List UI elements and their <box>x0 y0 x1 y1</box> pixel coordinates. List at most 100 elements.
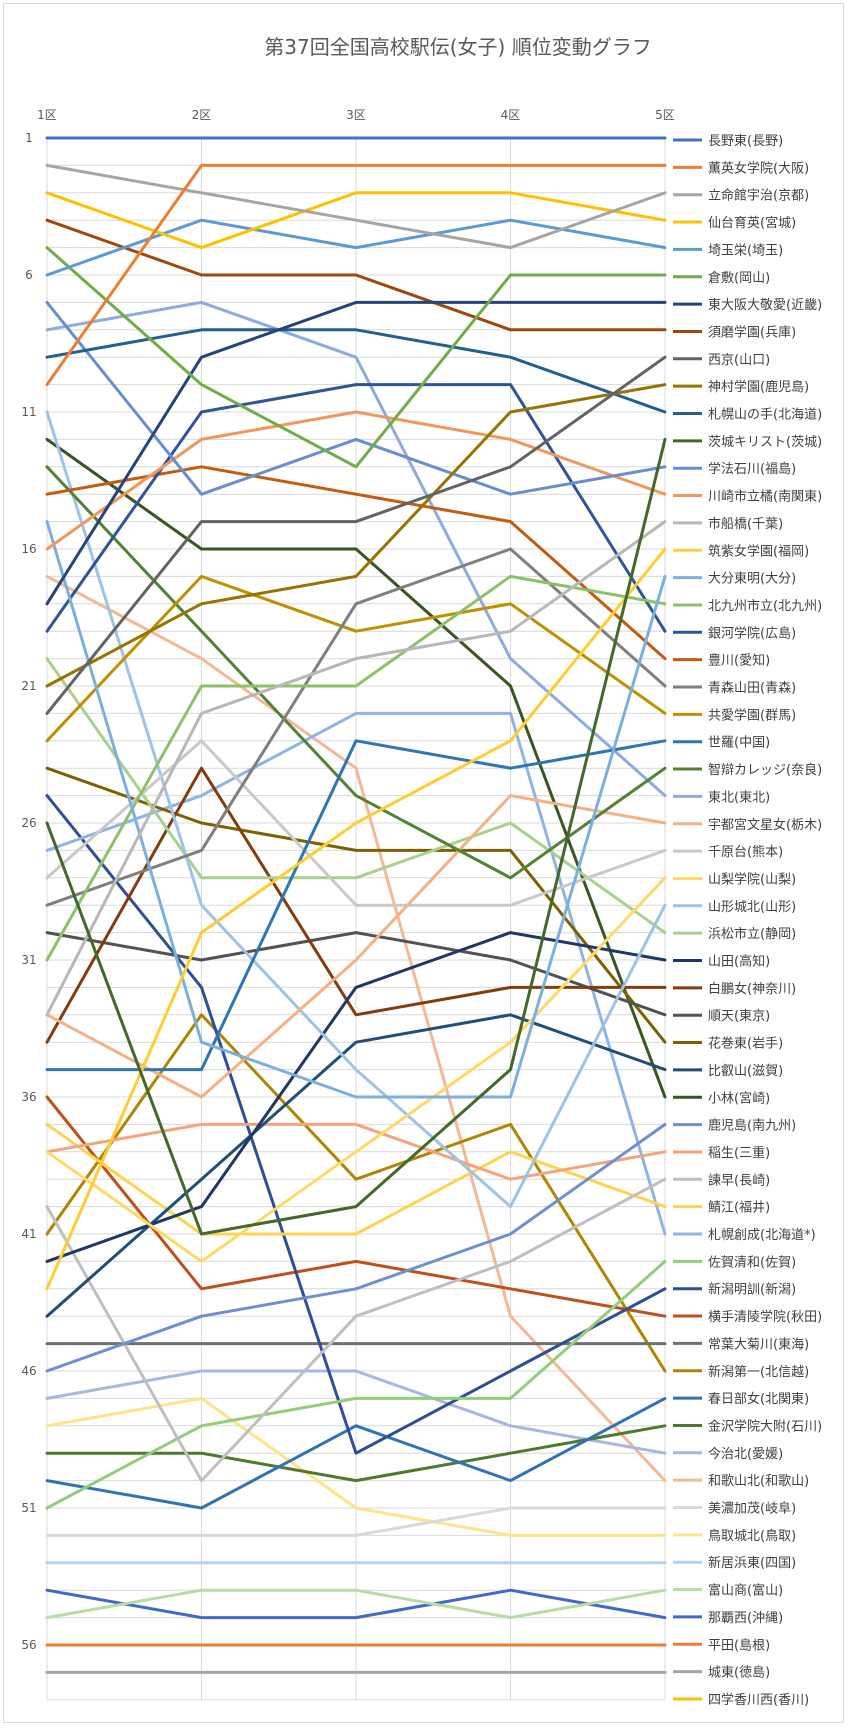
legend-label: 美濃加茂(岐阜) <box>708 1501 796 1517</box>
series-line <box>45 163 667 250</box>
x-tick-label: 1区 <box>37 108 57 122</box>
legend-label: 川崎市立橘(南関東) <box>708 489 822 505</box>
series-line <box>45 163 667 387</box>
legend-label: 城東(徳島) <box>708 1665 770 1681</box>
legend-label: 新潟第一(北信越) <box>708 1364 809 1380</box>
series-line <box>45 410 667 551</box>
legend-label: 倉敷(岡山) <box>708 271 770 286</box>
legend-label: 比叡山(滋賀) <box>708 1064 783 1079</box>
legend-label: 春日部女(北関東) <box>708 1391 809 1407</box>
series-line <box>45 437 667 1099</box>
y-tick-label: 21 <box>21 679 36 693</box>
series-line <box>45 383 667 688</box>
legend-label: 横手清陵学院(秋田) <box>708 1309 822 1325</box>
legend-label: 常葉大菊川(東海) <box>708 1336 809 1352</box>
legend-label: 大分東明(大分) <box>708 571 796 587</box>
legend-label: 豊川(愛知) <box>708 653 770 669</box>
legend-label: 立命館宇治(京都) <box>708 188 809 204</box>
y-tick-label: 31 <box>21 953 36 967</box>
legend: 長野東(長野) 薫英女学院(大阪) 立命館宇治(京都) 仙台育英(宮城) 埼玉栄(埼玉)… <box>673 133 822 1708</box>
series-line <box>45 465 667 880</box>
series-line <box>45 1122 667 1181</box>
series-line <box>45 246 667 469</box>
series-line <box>45 1259 667 1510</box>
legend-label: 青森山田(青森) <box>708 681 796 696</box>
legend-label: 富山商(富山) <box>708 1583 783 1599</box>
series-line <box>45 1396 667 1510</box>
y-tick-label: 16 <box>21 542 36 556</box>
legend-label: 神村学園(鹿児島) <box>708 379 809 395</box>
legend-label: 長野東(長野) <box>708 133 783 149</box>
legend-label: 筑紫女学園(福岡) <box>708 543 809 559</box>
legend-label: 札幌創成(北海道*) <box>708 1227 816 1243</box>
series-line <box>45 1588 667 1620</box>
series-line <box>45 739 667 907</box>
legend-label: 小林(宮崎) <box>708 1090 770 1106</box>
x-tick-label: 3区 <box>346 108 366 122</box>
legend-label: 茨城キリスト(茨城) <box>708 435 822 450</box>
series-lines <box>45 136 667 1674</box>
legend-label: 東大阪大敬愛(近畿) <box>708 297 822 313</box>
legend-label: 埼玉栄(埼玉) <box>708 243 783 258</box>
x-axis-ticks: 1区 2区 3区 4区 5区 <box>37 108 675 122</box>
y-tick-label: 46 <box>21 1364 36 1378</box>
legend-label: 諫早(長崎) <box>708 1172 770 1188</box>
series-line <box>45 520 667 1099</box>
chart-title: 第37回全国高校駅伝(女子) 順位変動グラフ <box>264 35 651 59</box>
series-line <box>45 876 667 1263</box>
legend-label: 四学香川西(香川) <box>708 1692 809 1708</box>
legend-label: 和歌山北(和歌山) <box>708 1474 809 1489</box>
y-tick-label: 26 <box>21 816 36 830</box>
legend-label: 金沢学院大附(石川) <box>708 1418 822 1434</box>
legend-label: 順天(東京) <box>708 1008 770 1024</box>
legend-label: 鯖江(福井) <box>708 1201 770 1216</box>
legend-label: 那覇西(沖縄) <box>708 1611 783 1626</box>
series-line <box>45 1506 667 1537</box>
x-tick-label: 5区 <box>655 108 675 122</box>
legend-label: 山田(高知) <box>708 954 770 970</box>
y-tick-label: 1 <box>25 131 33 145</box>
legend-label: 今治北(愛媛) <box>708 1446 783 1462</box>
legend-label: 佐賀清和(佐賀) <box>708 1255 796 1270</box>
legend-label: 銀河学院(広島) <box>708 625 796 641</box>
series-line <box>45 574 667 962</box>
legend-label: 平田(島根) <box>708 1638 770 1653</box>
series-line <box>45 1013 667 1373</box>
series-line <box>45 300 667 798</box>
series-line <box>45 300 667 496</box>
series-line <box>45 794 667 1455</box>
legend-label: 学法石川(福島) <box>708 461 796 477</box>
series-line <box>45 218 667 332</box>
legend-label: 山梨学院(山梨) <box>708 871 796 887</box>
series-line <box>45 1396 667 1537</box>
y-tick-label: 56 <box>21 1638 36 1652</box>
legend-label: 花巻東(岩手) <box>708 1036 783 1052</box>
legend-label: 稲生(三重) <box>708 1145 770 1161</box>
series-line <box>45 437 667 1236</box>
y-tick-label: 6 <box>25 268 33 282</box>
series-line <box>45 1122 667 1373</box>
chart-frame <box>3 3 844 1723</box>
y-tick-label: 51 <box>21 1501 36 1515</box>
series-line <box>45 1177 667 1483</box>
series-line <box>45 410 667 1209</box>
legend-label: 西京(山口) <box>708 353 770 368</box>
legend-label: 仙台育英(宮城) <box>708 215 796 231</box>
x-tick-label: 4区 <box>501 108 521 122</box>
legend-label: 新居浜東(四国) <box>708 1555 796 1571</box>
legend-label: 市船橋(千葉) <box>708 516 783 532</box>
legend-label: 白鵬女(神奈川) <box>708 981 796 997</box>
legend-label: 新潟明訓(新潟) <box>708 1282 796 1298</box>
y-tick-label: 11 <box>21 405 36 419</box>
series-line <box>45 520 667 1017</box>
legend-label: 世羅(中国) <box>708 736 770 751</box>
legend-label: 須磨学園(兵庫) <box>708 324 796 340</box>
series-line <box>45 383 667 633</box>
x-tick-label: 2区 <box>192 108 212 122</box>
legend-label: 札幌山の手(北海道) <box>708 407 822 423</box>
series-line <box>45 355 667 715</box>
legend-label: 山形城北(山形) <box>708 900 796 915</box>
series-line <box>45 739 667 1072</box>
